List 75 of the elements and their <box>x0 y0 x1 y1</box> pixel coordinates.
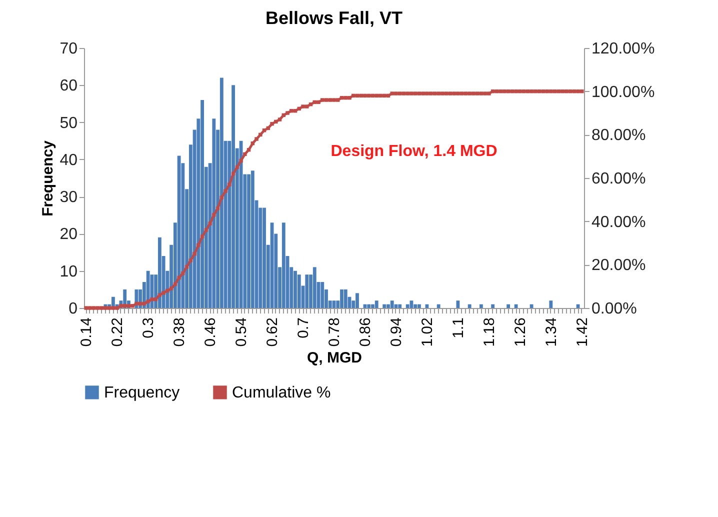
y-axis-title: Frequency <box>40 140 57 216</box>
bar <box>282 222 286 308</box>
chart-title: Bellows Fall, VT <box>265 8 403 28</box>
bar <box>177 156 181 308</box>
bar <box>250 170 254 308</box>
x-tick-label: 0.94 <box>388 318 405 347</box>
bar <box>374 300 378 308</box>
x-tick-label: 1.02 <box>418 318 436 347</box>
bar <box>158 237 162 308</box>
y-tick-label: 40 <box>60 152 78 169</box>
y2-tick-label: 60.00% <box>592 170 646 188</box>
x-tick-label: 0.46 <box>202 318 220 347</box>
x-tick-label: 0.7 <box>295 318 312 338</box>
bar <box>386 304 390 308</box>
bar <box>479 304 483 308</box>
x-axis-title: Q, MGD <box>307 350 362 367</box>
bar <box>232 85 235 308</box>
bar <box>371 304 374 308</box>
bar <box>456 300 460 308</box>
legend-label: Frequency <box>104 384 180 402</box>
y2-tick-label: 0.00% <box>592 300 637 318</box>
bar <box>305 274 309 308</box>
x-tick-label: 1.18 <box>480 318 498 347</box>
bar <box>436 304 440 308</box>
bar <box>200 100 204 308</box>
x-tick-label: 1.42 <box>574 318 591 347</box>
x-tick-label: 0.86 <box>356 318 374 347</box>
bar <box>468 304 472 308</box>
annotation: Design Flow, 1.4 MGD <box>330 143 498 160</box>
y2-tick-label: 20.00% <box>592 257 646 274</box>
y2-tick-label: 40.00% <box>592 214 646 231</box>
bar <box>294 270 297 308</box>
y-tick-label: 60 <box>60 78 78 95</box>
bar <box>530 304 534 308</box>
bar <box>262 208 266 308</box>
bar <box>406 304 410 308</box>
legend-label: Cumulative % <box>232 384 331 402</box>
bar <box>418 304 421 308</box>
x-tick-label: 0.14 <box>78 318 96 347</box>
bar <box>414 304 418 308</box>
bar <box>320 282 324 308</box>
y2-tick-label: 80.00% <box>592 127 646 144</box>
y2-tick-label: 120.00% <box>592 40 655 58</box>
bar <box>491 304 495 308</box>
bar <box>390 300 394 308</box>
y-tick-label: 70 <box>60 40 78 58</box>
bar <box>549 300 553 308</box>
x-tick-label: 0.3 <box>140 318 158 338</box>
bar <box>297 274 301 308</box>
x-tick-label: 0.38 <box>171 318 188 347</box>
x-tick-label: 0.78 <box>326 318 343 347</box>
bar <box>356 293 359 308</box>
y-tick-label: 30 <box>60 189 78 206</box>
y-tick-label: 50 <box>60 114 78 132</box>
x-tick-label: 0.22 <box>109 318 126 347</box>
x-tick-label: 1.34 <box>542 318 560 347</box>
bar <box>312 267 316 308</box>
y-tick-label: 10 <box>60 263 78 280</box>
bar <box>344 289 348 308</box>
bar <box>506 304 510 308</box>
bar <box>220 78 224 308</box>
x-tick-label: 1.26 <box>512 318 529 347</box>
bar <box>367 304 371 308</box>
x-tick-label: 1.1 <box>450 318 467 338</box>
y2-tick-label: 100.00% <box>592 84 655 101</box>
bar <box>514 304 518 308</box>
bar <box>212 118 216 308</box>
y-tick-label: 0 <box>68 300 78 318</box>
x-tick-label: 0.54 <box>233 318 250 347</box>
bar <box>398 304 402 308</box>
bar <box>247 174 250 308</box>
x-tick-label: 0.62 <box>264 318 282 347</box>
bar <box>340 289 344 308</box>
y-tick-label: 20 <box>60 226 78 244</box>
bar <box>382 304 386 308</box>
